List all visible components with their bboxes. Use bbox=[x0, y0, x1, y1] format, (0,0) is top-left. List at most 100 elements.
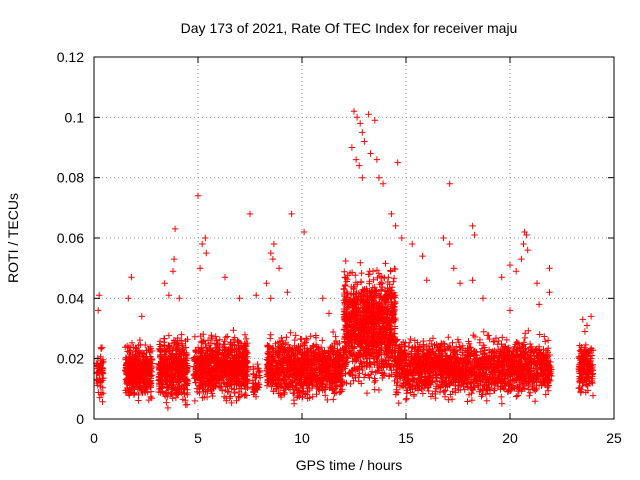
data-point bbox=[142, 382, 149, 389]
data-point bbox=[135, 391, 142, 399]
data-point bbox=[169, 386, 176, 393]
data-point bbox=[141, 372, 148, 379]
data-point bbox=[168, 382, 175, 389]
data-point bbox=[445, 334, 452, 341]
data-point bbox=[130, 369, 137, 376]
data-point bbox=[98, 345, 105, 352]
data-point bbox=[390, 275, 398, 282]
data-point bbox=[448, 396, 456, 403]
data-point bbox=[169, 395, 176, 402]
data-point bbox=[395, 399, 402, 407]
chart-title: Day 173 of 2021, Rate Of TEC Index for r… bbox=[181, 20, 518, 36]
data-point bbox=[514, 392, 521, 399]
data-point bbox=[168, 370, 176, 377]
data-point bbox=[175, 350, 183, 357]
data-point bbox=[178, 331, 185, 338]
data-point bbox=[122, 387, 129, 394]
data-point bbox=[132, 348, 139, 355]
data-point bbox=[243, 335, 250, 343]
data-point bbox=[160, 390, 167, 397]
data-point bbox=[526, 392, 533, 399]
data-point bbox=[157, 389, 164, 396]
data-point bbox=[357, 259, 364, 266]
data-point bbox=[175, 359, 182, 366]
data-point bbox=[184, 368, 191, 375]
data-point bbox=[163, 348, 170, 355]
data-point bbox=[159, 370, 166, 377]
data-point bbox=[319, 337, 326, 344]
data-point bbox=[156, 338, 164, 345]
data-point bbox=[169, 365, 176, 373]
data-point bbox=[124, 342, 131, 350]
data-point bbox=[99, 365, 106, 372]
data-point bbox=[124, 381, 131, 388]
data-point bbox=[471, 333, 479, 341]
data-point bbox=[403, 390, 410, 397]
data-point bbox=[283, 334, 290, 341]
data-point bbox=[148, 368, 155, 375]
data-point bbox=[139, 389, 146, 397]
data-point bbox=[173, 358, 181, 365]
data-point bbox=[470, 332, 477, 339]
data-point bbox=[182, 337, 189, 345]
data-point bbox=[191, 397, 199, 405]
data-point bbox=[168, 376, 175, 383]
data-point bbox=[175, 378, 183, 386]
data-point bbox=[136, 367, 143, 374]
data-point bbox=[468, 397, 476, 404]
data-point bbox=[362, 371, 369, 378]
data-point bbox=[169, 356, 176, 363]
data-point bbox=[135, 397, 142, 404]
data-point bbox=[182, 344, 189, 351]
data-point bbox=[419, 390, 427, 397]
data-point bbox=[180, 382, 188, 389]
data-point bbox=[138, 377, 145, 384]
data-point bbox=[377, 279, 385, 286]
data-point bbox=[123, 364, 131, 372]
data-point bbox=[221, 338, 228, 345]
data-point bbox=[128, 339, 136, 347]
data-point bbox=[263, 382, 271, 389]
data-point bbox=[371, 386, 378, 393]
data-point bbox=[371, 378, 378, 386]
data-point bbox=[164, 368, 171, 375]
data-point bbox=[96, 394, 103, 401]
data-point bbox=[267, 335, 274, 342]
data-point bbox=[156, 346, 163, 354]
data-point bbox=[298, 336, 305, 343]
data-point bbox=[142, 341, 149, 349]
data-point bbox=[99, 356, 107, 363]
data-point bbox=[184, 386, 191, 393]
data-point bbox=[163, 384, 171, 391]
data-point bbox=[174, 384, 181, 391]
data-point bbox=[358, 269, 365, 277]
data-point bbox=[173, 344, 181, 352]
data-point bbox=[156, 373, 163, 380]
data-point bbox=[172, 364, 180, 372]
data-point bbox=[165, 389, 172, 397]
data-point bbox=[144, 370, 152, 377]
data-point bbox=[531, 398, 539, 405]
data-point bbox=[241, 331, 249, 338]
data-point bbox=[122, 354, 130, 361]
data-point bbox=[330, 396, 337, 403]
data-point bbox=[179, 367, 186, 374]
data-point bbox=[97, 377, 104, 385]
data-point bbox=[165, 332, 173, 339]
data-point bbox=[98, 391, 105, 398]
data-point bbox=[99, 398, 106, 405]
data-point bbox=[227, 393, 234, 400]
data-point bbox=[498, 400, 506, 407]
data-point bbox=[182, 397, 189, 404]
data-point bbox=[164, 362, 171, 369]
data-point bbox=[156, 380, 163, 387]
data-point bbox=[347, 380, 354, 388]
data-point bbox=[139, 359, 146, 366]
data-point bbox=[99, 384, 106, 391]
data-point bbox=[369, 268, 377, 275]
data-point bbox=[164, 404, 172, 412]
data-point bbox=[135, 352, 142, 360]
data-point bbox=[340, 286, 347, 293]
data-point bbox=[163, 377, 170, 384]
